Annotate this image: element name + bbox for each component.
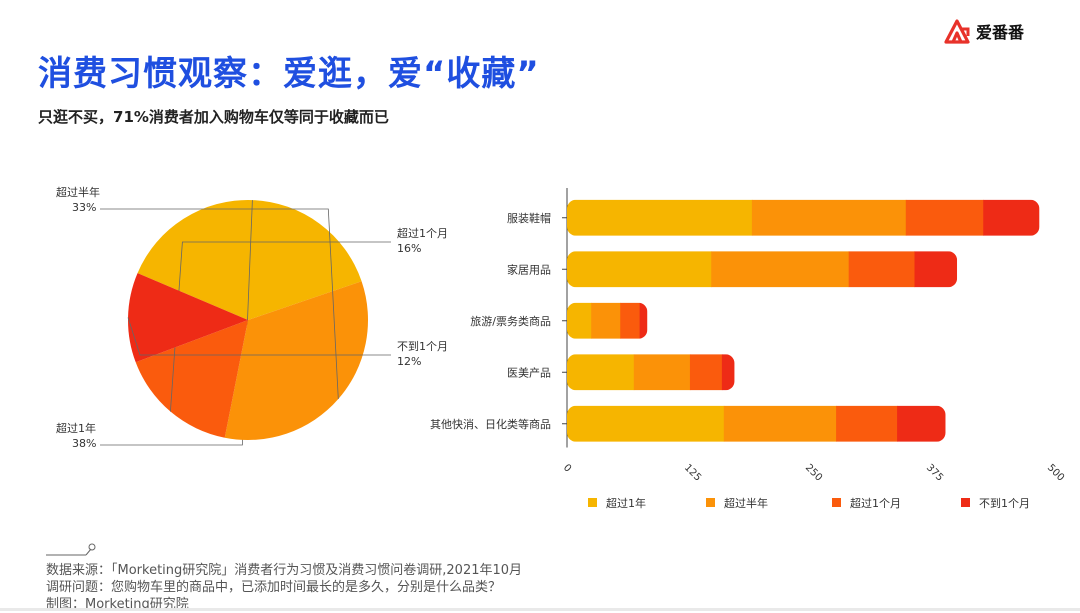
bar-segment (983, 199, 1040, 236)
pie-slice-label: 超过半年 (56, 185, 100, 199)
pie-leader-line (127, 317, 391, 356)
bar-segment (639, 302, 648, 339)
bar-x-tick-label: 375 (924, 462, 945, 483)
bar-segment (711, 251, 850, 288)
pie-slice-label: 超过1个月 (397, 226, 448, 240)
brand-logo: 爱番番 (944, 18, 1024, 44)
footer-question: 调研问题：您购物车里的商品中，已添加时间最长的是多久，分别是什么品类？ (46, 580, 502, 595)
footer-notes: 数据来源：「Morketing研究院」消费者行为习惯及消费习惯问卷调研,2021… (46, 543, 522, 613)
pie-leader-line (100, 200, 253, 446)
bar-segment (723, 405, 837, 442)
bar-segment (897, 405, 946, 442)
bar-category-label: 旅游/票务类商品 (470, 314, 551, 328)
bar-row (567, 199, 1040, 236)
pie-slice-value: 16% (397, 242, 421, 255)
bar-category-label: 其他快消、日化类等商品 (430, 417, 551, 431)
bar-segment (836, 405, 898, 442)
pie-slice-label: 不到1个月 (397, 340, 448, 353)
bar-segment (591, 302, 621, 339)
pie-slice (128, 273, 248, 363)
bar-segment (914, 251, 958, 288)
bar-segment (689, 354, 723, 391)
pie-slice-value: 12% (397, 355, 421, 368)
bar-row (567, 251, 958, 288)
legend-label: 不到1个月 (979, 497, 1030, 510)
bar-segment (848, 251, 916, 288)
bar-category-label: 服装鞋帽 (507, 211, 551, 225)
bar-segment (567, 251, 712, 288)
bar-segment (721, 354, 735, 391)
pie-slice-value: 33% (72, 201, 96, 214)
bar-segment (567, 302, 592, 339)
page-title: 消费习惯观察：爱逛，爱“收藏” (38, 54, 540, 94)
bar-row (567, 302, 648, 339)
bar-segment (633, 354, 691, 391)
legend-swatch (706, 498, 715, 507)
bar-segment (567, 405, 725, 442)
bar-category-label: 家居用品 (507, 262, 551, 276)
bar-segment (567, 199, 753, 236)
bar-row (567, 354, 735, 391)
legend-label: 超过半年 (724, 496, 768, 510)
footer-source: 数据来源：「Morketing研究院」消费者行为习惯及消费习惯问卷调研,2021… (46, 563, 523, 578)
bar-segment (905, 199, 984, 236)
pie-slice-value: 38% (72, 437, 96, 450)
bar-x-tick-label: 0 (561, 462, 573, 474)
legend-label: 超过1个月 (850, 496, 901, 510)
bar-x-tick-label: 125 (682, 462, 703, 483)
bar-x-tick-label: 500 (1045, 462, 1066, 483)
legend-swatch (588, 498, 597, 507)
legend-swatch (961, 498, 970, 507)
bar-segment (620, 302, 641, 339)
bar-segment (751, 199, 907, 236)
legend-swatch (832, 498, 841, 507)
pie-slice-label: 超过1年 (56, 421, 96, 435)
pie-leader-line (100, 208, 339, 400)
bar-row (567, 405, 946, 442)
pie-slice (224, 281, 369, 440)
page-subtitle: 只逛不买，71%消费者加入购物车仅等同于收藏而已 (38, 108, 389, 126)
bar-category-label: 医美产品 (507, 365, 551, 379)
brand-name: 爱番番 (976, 23, 1025, 42)
bottom-divider (0, 608, 1080, 611)
brand-logo-icon (944, 19, 970, 44)
footer-pin-icon (46, 543, 96, 556)
pie-slice (135, 320, 248, 438)
bar-segment (567, 354, 635, 391)
bar-x-tick-label: 250 (803, 462, 824, 483)
legend-label: 超过1年 (606, 496, 646, 510)
